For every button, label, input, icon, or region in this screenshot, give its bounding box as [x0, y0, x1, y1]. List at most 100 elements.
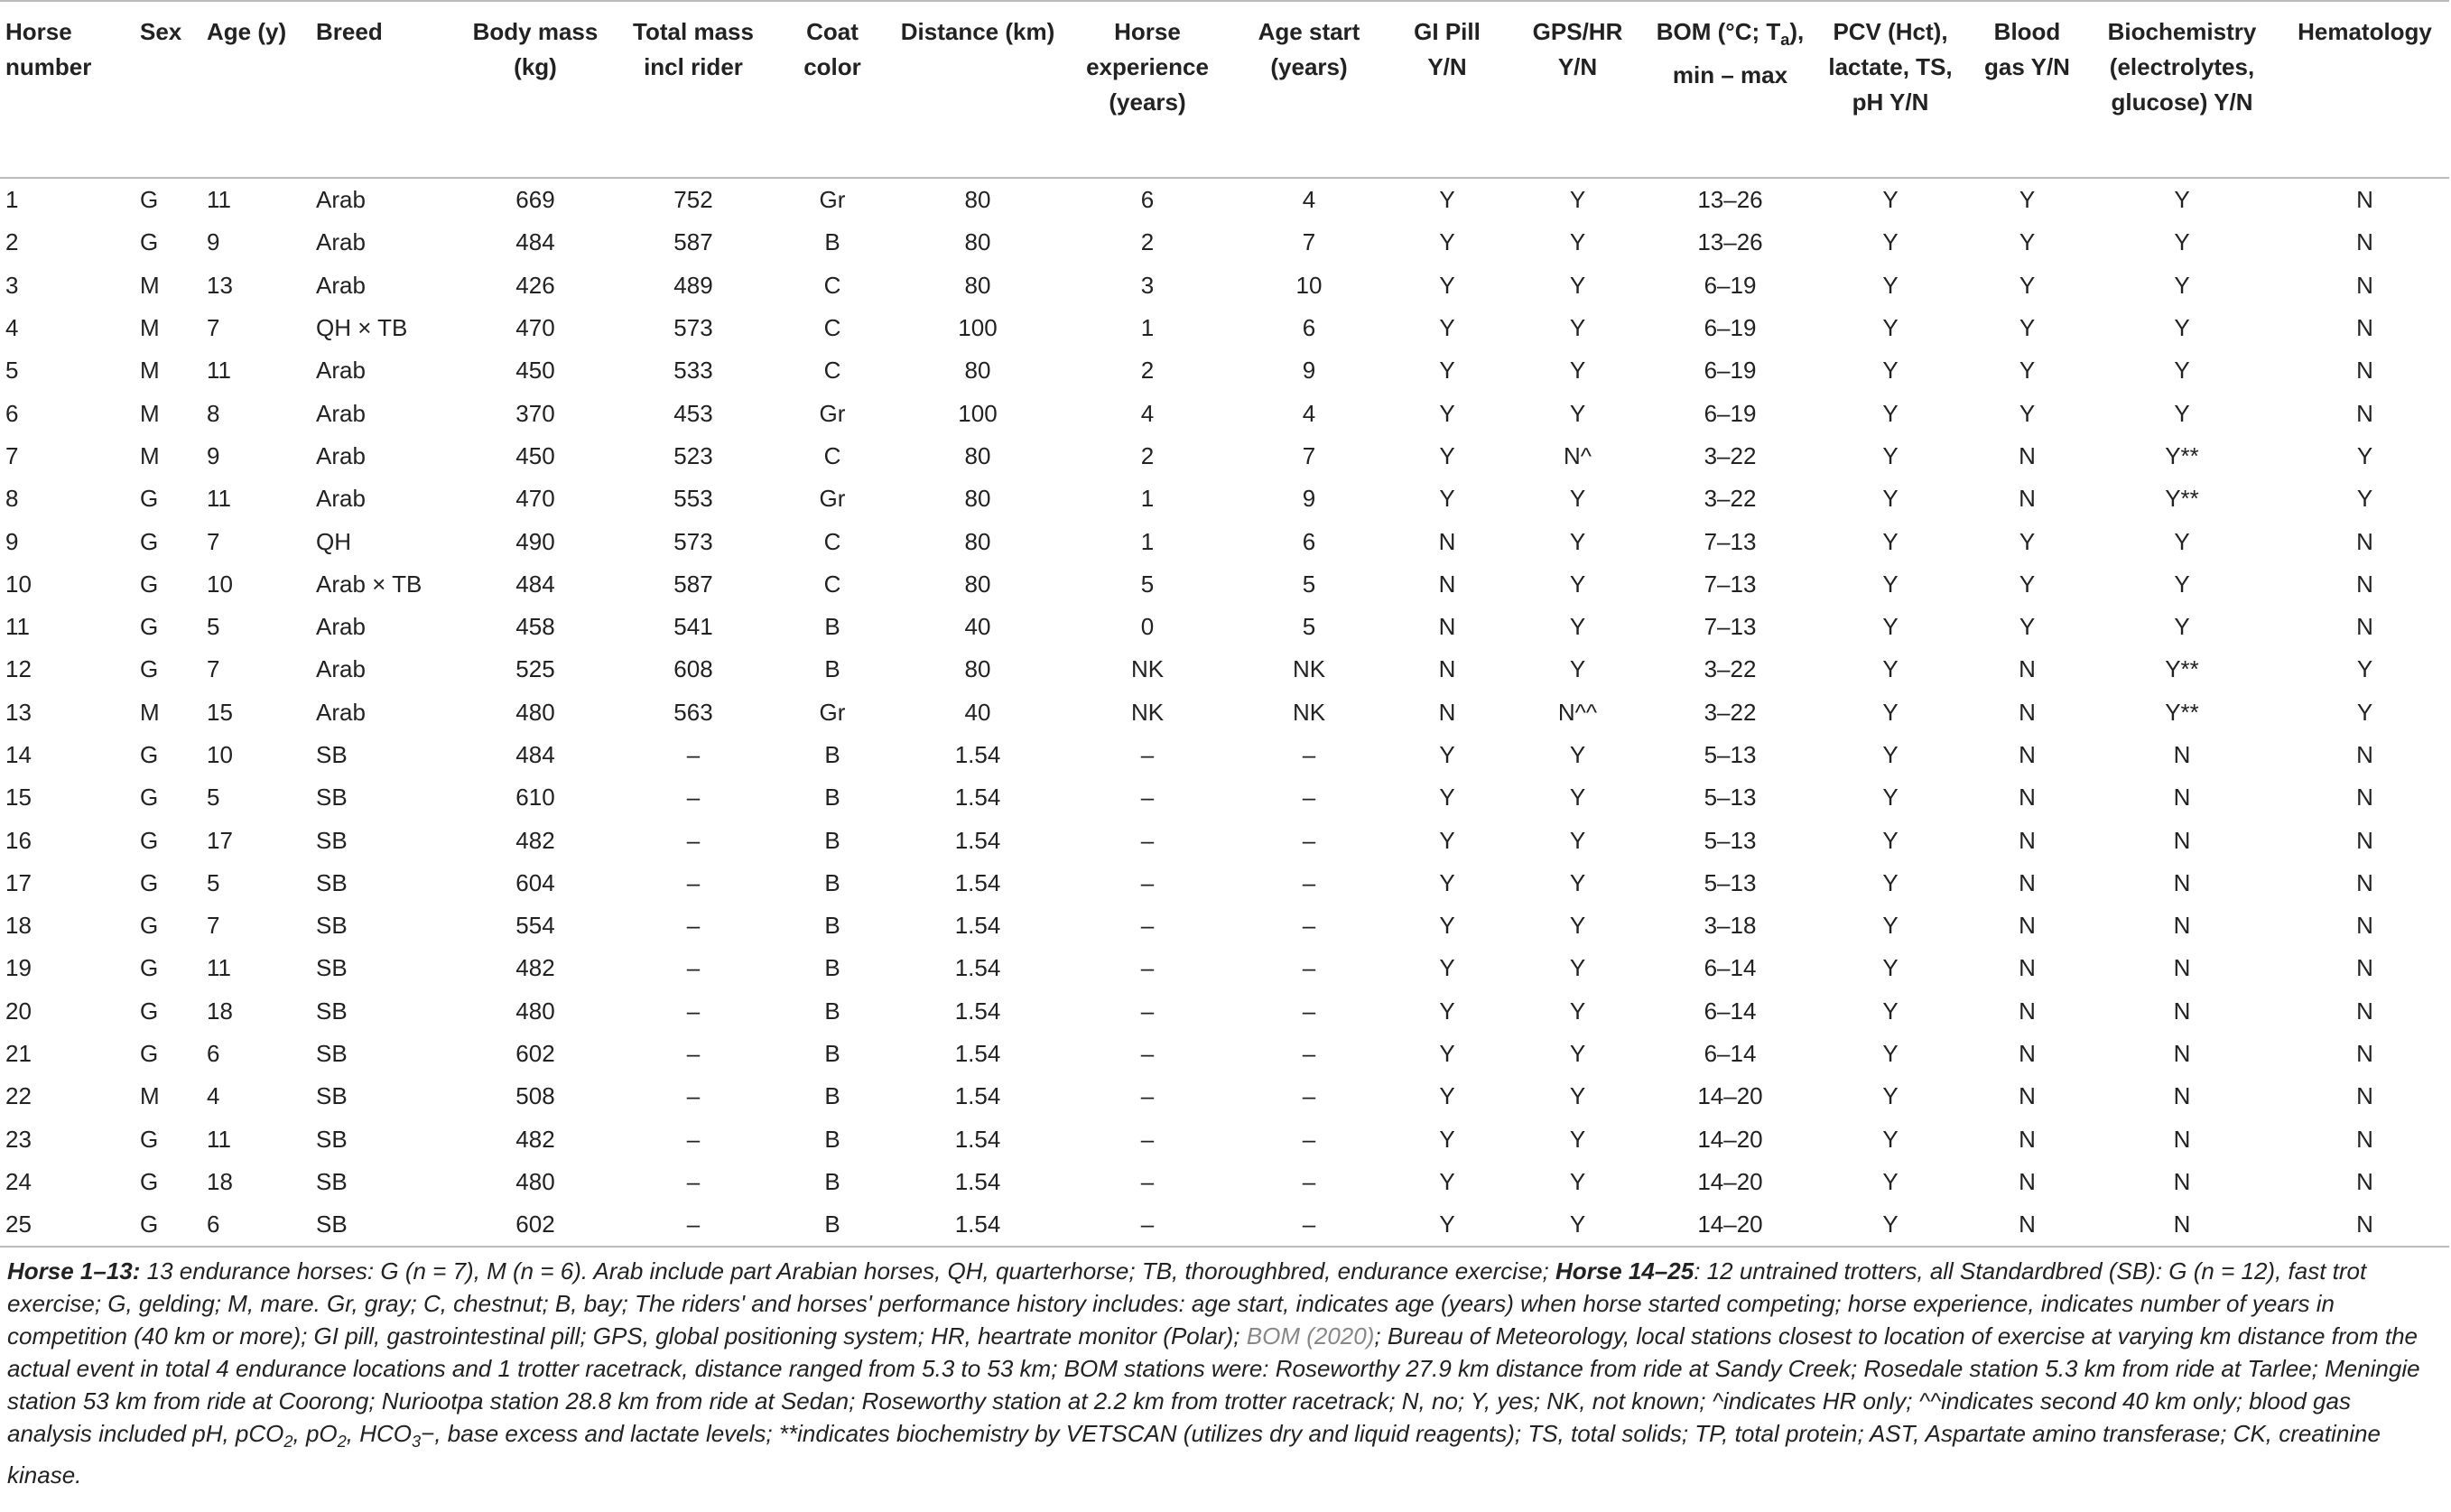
table-cell: 5 — [207, 784, 220, 812]
table-cell: 5 — [1302, 613, 1316, 641]
table-cell: Y — [1569, 954, 1586, 982]
footnote-text: : 12 untrained trotters, all Standardbre… — [7, 1257, 2367, 1350]
table-cell: 1.54 — [954, 826, 1001, 854]
table-cell: 20 — [5, 997, 32, 1025]
table-cell: 7–13 — [1704, 527, 1757, 555]
table-cell: 11 — [207, 186, 231, 214]
table-cell: – — [1302, 1167, 1316, 1195]
table-cell: N — [2173, 741, 2191, 768]
column-header: Total mass incl rider — [611, 0, 775, 179]
table-cell: QH × TB — [316, 314, 408, 342]
table-cell: Y — [1439, 441, 1455, 469]
table-cell: 608 — [673, 655, 713, 683]
table-cell: 490 — [515, 527, 555, 555]
table-row: 24 G 18 SB 480 – B 1.54 – – Y Y 14–20 Y N N N — [0, 1161, 2449, 1203]
table-cell: Y — [1439, 1040, 1455, 1068]
table-cell: – — [686, 1125, 701, 1153]
table-cell: Y — [1882, 1040, 1899, 1068]
table-cell: Y — [1882, 357, 1899, 385]
table-cell: N — [2356, 357, 2373, 385]
table-cell: N — [2019, 997, 2036, 1025]
table-cell: N — [2356, 826, 2373, 854]
table-row: 22 M 4 SB 508 – B 1.54 – – Y Y 14–20 Y N N N — [0, 1075, 2449, 1118]
table-cell: 13–26 — [1697, 228, 1763, 256]
table-cell: Y — [1569, 613, 1586, 641]
table-cell: 6 — [1302, 314, 1316, 342]
table-cell: SB — [316, 1040, 348, 1068]
table-cell: 6 — [207, 1040, 220, 1068]
table-cell: 604 — [515, 868, 555, 896]
table-cell: Y — [1569, 997, 1586, 1025]
table-cell: Y — [2019, 314, 2036, 342]
footnote-text: , pO — [292, 1420, 338, 1448]
table-cell: Y — [1810, 1203, 1971, 1248]
table-cell: 1 — [1140, 485, 1155, 513]
table-cell: N — [2173, 1167, 2191, 1195]
table-cell: Y — [2356, 655, 2373, 683]
footnote-link[interactable]: BOM (2020) — [1246, 1322, 1375, 1350]
table-cell: 18 — [5, 912, 32, 940]
table-cell: 482 — [515, 1125, 555, 1153]
table-cell: Y — [1882, 485, 1899, 513]
table-cell: G — [140, 1040, 159, 1068]
table-cell: 426 — [515, 271, 555, 299]
table-cell: – — [1302, 784, 1316, 812]
table-cell: 12 — [5, 655, 32, 683]
table-cell: 480 — [515, 1167, 555, 1195]
table-cell: 484 — [515, 228, 555, 256]
table-row: 6 M 8 Arab 370 453 Gr 100 4 4 Y Y 6–19 Y Y Y N — [0, 392, 2449, 434]
table-cell: N — [2019, 868, 2036, 896]
table-cell: B — [824, 997, 840, 1025]
table-cell: 5 — [1140, 570, 1155, 598]
table-cell: NK — [1292, 698, 1326, 726]
table-row: 4 M 7 QH × TB 470 573 C 100 1 6 Y Y 6–19 Y Y Y N — [0, 307, 2449, 349]
table-cell: Y — [1882, 441, 1899, 469]
table-cell: 5 — [5, 357, 19, 385]
table-cell: Y — [1439, 271, 1455, 299]
table-cell: G — [140, 741, 159, 768]
table-cell: 5–13 — [1704, 784, 1757, 812]
table-cell: C — [823, 357, 841, 385]
table-cell: N — [2356, 1167, 2373, 1195]
table-cell: N — [2019, 655, 2036, 683]
table-cell: Arab — [316, 441, 366, 469]
table-cell: 6 — [5, 399, 19, 427]
table-cell: 14 — [5, 741, 32, 768]
footnote-heading: Horse 14–25 — [1555, 1257, 1694, 1285]
table-cell: Y — [1882, 186, 1899, 214]
table-cell: 10 — [207, 741, 233, 768]
table-cell: 5 — [1302, 570, 1316, 598]
table-row: 12 G 7 Arab 525 608 B 80 NK NK N Y 3–22 Y N Y** Y — [0, 648, 2449, 691]
table-cell: 7–13 — [1704, 613, 1757, 641]
table-cell: N — [2356, 1125, 2373, 1153]
table-cell: 21 — [5, 1040, 32, 1068]
table-cell: N — [1438, 698, 1456, 726]
table-cell: Y — [1569, 570, 1586, 598]
table-cell: N — [2356, 570, 2373, 598]
table-cell: N — [2280, 1203, 2449, 1248]
table-cell: 15 — [5, 784, 32, 812]
table-cell: Y — [1439, 1082, 1455, 1110]
table-cell: 0 — [1140, 613, 1155, 641]
table-cell: Y — [1882, 912, 1899, 940]
table-cell: 13 — [207, 271, 233, 299]
table-cell: 17 — [207, 826, 233, 854]
table-cell: N — [2356, 399, 2373, 427]
table-cell: 1.54 — [954, 912, 1001, 940]
table-cell: – — [1229, 1203, 1389, 1248]
table-cell: 4 — [1140, 399, 1155, 427]
table-cell: Arab — [316, 186, 366, 214]
table-cell: N — [2084, 1203, 2280, 1248]
table-cell: Y — [1882, 613, 1899, 641]
table-cell: Y** — [2165, 485, 2199, 513]
table-cell: G — [140, 826, 159, 854]
table-row: 10 G 10 Arab × TB 484 587 C 80 5 5 N Y 7–13 Y Y Y N — [0, 563, 2449, 606]
table-cell: 100 — [958, 399, 998, 427]
table-cell: Y — [1882, 655, 1899, 683]
table-cell: 7 — [5, 441, 19, 469]
table-cell: Y — [1439, 1125, 1455, 1153]
table-cell: Y — [1439, 485, 1455, 513]
column-header: Blood gas Y/N — [1971, 0, 2084, 179]
